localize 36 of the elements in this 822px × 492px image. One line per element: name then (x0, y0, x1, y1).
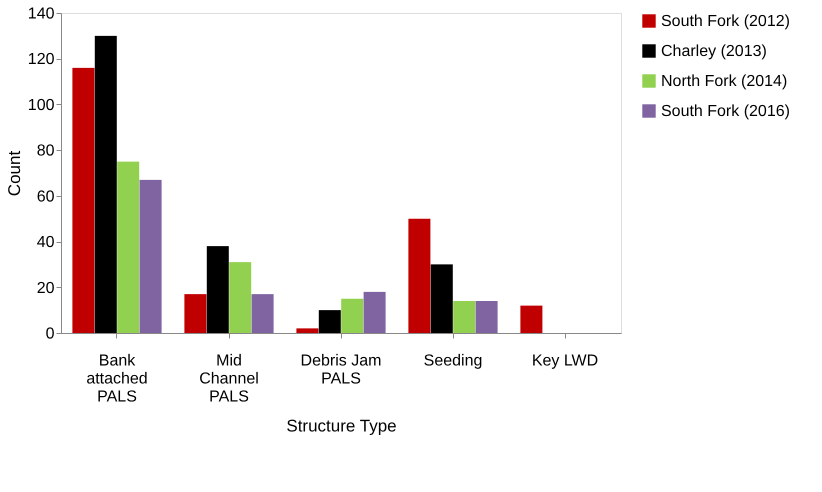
x-axis-title: Structure Type (286, 416, 397, 436)
x-tick-label: Debris Jam PALS (300, 352, 382, 388)
bar (318, 310, 341, 333)
bar (229, 262, 252, 333)
bar (296, 328, 318, 333)
y-tick-label: 60 (36, 188, 55, 206)
bar (72, 68, 94, 333)
bar (520, 306, 542, 333)
bar (341, 298, 364, 333)
y-axis-title: Count (4, 150, 24, 196)
y-tick-label: 120 (28, 51, 55, 68)
bar (252, 294, 274, 333)
bar (408, 218, 430, 333)
y-tick-label: 80 (36, 142, 55, 160)
bar (430, 264, 453, 333)
y-tick-label: 40 (36, 234, 55, 252)
legend-label: South Fork (2012) (661, 13, 790, 30)
bar (94, 36, 117, 333)
bar (206, 246, 229, 333)
legend-label: Charley (2013) (661, 43, 767, 60)
y-tick-label: 100 (28, 96, 55, 114)
legend-label: North Fork (2014) (661, 73, 788, 90)
y-tick-label: 0 (46, 326, 55, 342)
y-tick-label: 20 (36, 280, 55, 297)
bar (140, 180, 162, 333)
x-tick-label: Bank attached PALS (86, 352, 148, 406)
bar (476, 301, 498, 333)
bar (364, 292, 386, 333)
x-tick-label: Key LWD (532, 352, 598, 370)
x-tick-label: Seeding (424, 352, 482, 370)
bar (184, 294, 206, 333)
y-tick-label: 140 (28, 6, 55, 22)
bar (117, 162, 140, 333)
bar (453, 301, 476, 333)
x-tick-label: Mid Channel PALS (199, 352, 259, 406)
legend-label: South Fork (2016) (661, 103, 790, 120)
